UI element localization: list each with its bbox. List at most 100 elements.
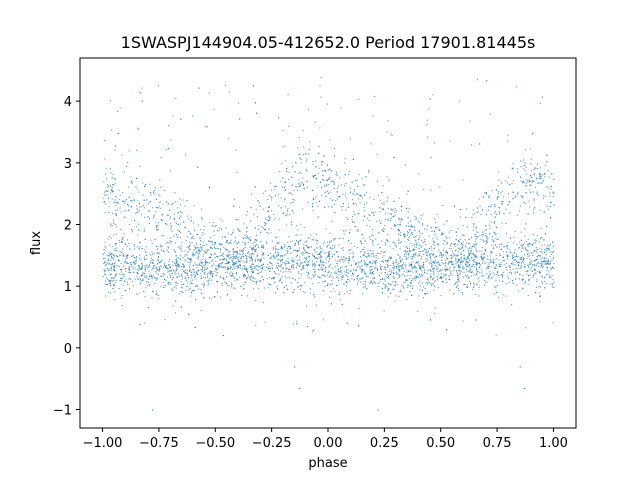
data-point (134, 257, 136, 259)
data-point (345, 209, 347, 211)
data-point (252, 267, 254, 269)
data-point (431, 264, 433, 266)
data-point (222, 252, 224, 254)
data-point (549, 283, 551, 285)
data-point (333, 239, 335, 241)
data-point (402, 267, 404, 269)
data-point (409, 250, 411, 252)
data-point (261, 271, 263, 273)
data-point (414, 215, 416, 217)
data-point (329, 241, 331, 243)
data-point (275, 248, 277, 250)
data-point (147, 278, 149, 280)
data-point (113, 184, 115, 186)
data-point (249, 220, 251, 222)
data-point (257, 245, 259, 247)
data-point (211, 241, 214, 243)
data-point (274, 195, 276, 197)
data-point (108, 262, 110, 265)
data-point (244, 265, 246, 267)
data-point (414, 253, 416, 255)
data-point (329, 274, 331, 276)
data-point (199, 250, 201, 252)
data-point (348, 240, 350, 242)
data-point (189, 269, 191, 271)
data-point (323, 185, 325, 187)
data-point (456, 254, 458, 256)
data-point (335, 172, 338, 174)
data-point (271, 278, 273, 280)
data-point (136, 272, 138, 274)
data-point (541, 261, 543, 263)
data-point (362, 248, 364, 250)
data-point (368, 214, 370, 216)
data-point (182, 263, 184, 265)
data-point (393, 157, 395, 159)
data-point (488, 205, 490, 207)
data-point (119, 195, 121, 197)
data-point (148, 203, 150, 205)
data-point (410, 285, 412, 287)
data-point (225, 249, 228, 251)
data-point (543, 195, 545, 197)
data-point (164, 265, 166, 267)
data-point (527, 252, 529, 254)
data-point (217, 265, 219, 267)
data-point (104, 270, 106, 272)
data-point (478, 295, 480, 297)
data-point (156, 252, 158, 254)
data-point (398, 218, 400, 220)
data-point (168, 264, 170, 266)
data-point (174, 250, 176, 252)
data-point (338, 277, 340, 279)
data-point (381, 209, 383, 211)
data-point (182, 291, 184, 293)
data-point (453, 267, 455, 269)
data-point (143, 230, 145, 232)
data-point (263, 254, 265, 256)
data-point (361, 268, 363, 270)
data-point (460, 208, 462, 210)
data-point (549, 256, 551, 258)
data-point (418, 295, 420, 297)
data-point (430, 262, 433, 264)
data-point (549, 260, 551, 262)
data-point (449, 279, 451, 281)
data-point (408, 270, 410, 272)
data-point (339, 291, 341, 293)
data-point (384, 228, 386, 230)
data-point (462, 244, 464, 246)
data-point (432, 268, 434, 270)
data-point (134, 248, 136, 250)
data-point (215, 225, 217, 227)
data-point (548, 248, 550, 250)
data-point (110, 266, 113, 268)
data-point (201, 258, 203, 260)
data-point (473, 282, 475, 284)
data-point (338, 293, 340, 295)
data-point (475, 226, 477, 228)
data-point (449, 237, 451, 239)
data-point (414, 229, 416, 231)
data-point (342, 249, 344, 251)
data-point (381, 292, 384, 294)
data-point (118, 239, 120, 241)
data-point (382, 185, 384, 187)
data-point (490, 221, 492, 223)
data-point (422, 264, 424, 267)
data-point (388, 179, 390, 181)
data-point (125, 270, 127, 272)
data-point (145, 246, 147, 248)
data-point (389, 245, 391, 247)
data-point (540, 258, 542, 260)
data-point (422, 297, 425, 299)
data-point (404, 281, 406, 283)
data-point (412, 278, 414, 280)
data-point (283, 186, 285, 188)
data-point (373, 277, 375, 279)
data-point (356, 204, 358, 206)
data-point (468, 254, 470, 256)
data-point (537, 270, 539, 272)
data-point (281, 255, 283, 257)
data-point (268, 195, 270, 197)
